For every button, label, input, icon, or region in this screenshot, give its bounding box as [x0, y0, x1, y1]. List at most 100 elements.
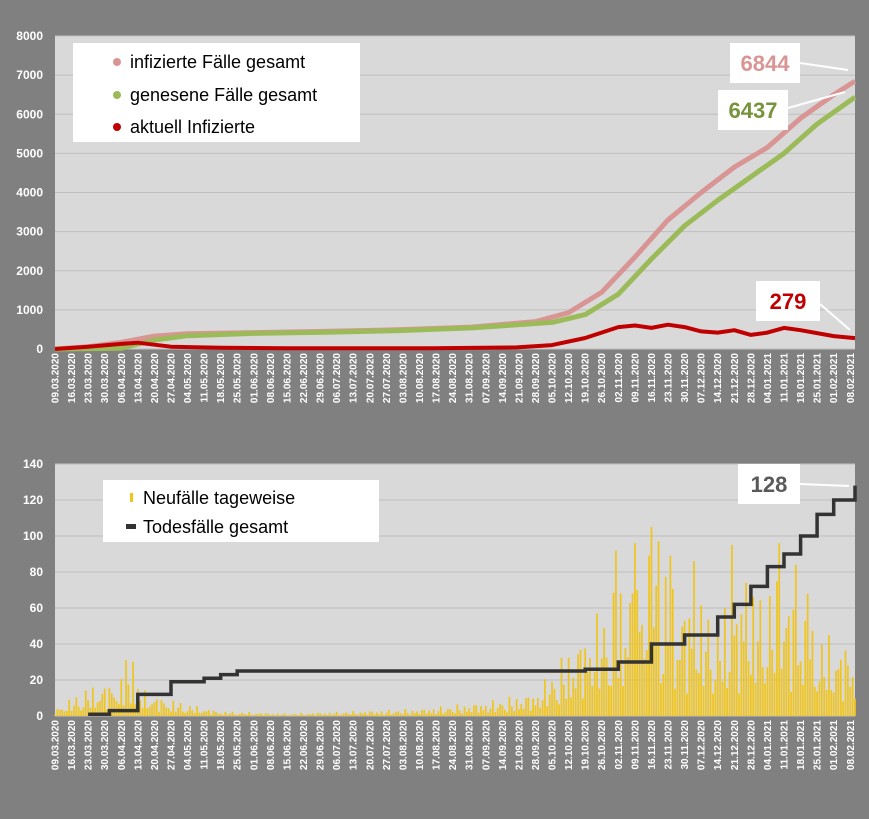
bar-neufaelle: [312, 713, 314, 716]
bottom-x-tick-label: 06.04.2020: [117, 720, 128, 770]
bar-neufaelle: [399, 713, 402, 716]
series-line-aktuell: [54, 322, 856, 351]
bottom-y-tick-label: 100: [23, 529, 43, 543]
bar-neufaelle: [451, 711, 454, 716]
bar-neufaelle: [160, 699, 163, 716]
bar-neufaelle: [520, 704, 523, 716]
bar-neufaelle: [492, 700, 494, 716]
legend-marker-todesfaelle: [126, 524, 136, 529]
bar-neufaelle: [821, 644, 823, 716]
bar-neufaelle: [191, 710, 194, 716]
bar-neufaelle: [738, 693, 740, 716]
bar-neufaelle: [198, 712, 201, 716]
bar-neufaelle: [626, 657, 629, 716]
bar-neufaelle: [506, 712, 508, 716]
bar-neufaelle: [577, 654, 579, 716]
bottom-x-tick-label: 01.02.2021: [829, 720, 840, 770]
bar-neufaelle: [99, 700, 101, 716]
bar-neufaelle: [397, 711, 400, 716]
bar-neufaelle: [364, 712, 366, 716]
bar-neufaelle: [593, 672, 596, 716]
bar-neufaelle: [115, 701, 118, 716]
bar-neufaelle: [719, 660, 721, 716]
bar-neufaelle: [366, 714, 369, 716]
bar-neufaelle: [508, 696, 511, 716]
bottom-x-tick-label: 22.06.2020: [299, 720, 310, 770]
top-y-tick-label: 8000: [16, 29, 43, 43]
bar-neufaelle: [589, 658, 591, 716]
bar-neufaelle: [828, 635, 830, 716]
bar-neufaelle: [456, 704, 459, 716]
bar-neufaelle: [697, 673, 700, 716]
top-y-axis: 0 1000 2000 3000 4000 5000 6000 7000 8000: [16, 29, 43, 356]
bar-neufaelle: [335, 711, 338, 716]
bar-neufaelle: [338, 715, 340, 716]
bar-neufaelle: [210, 714, 213, 716]
bar-neufaelle: [155, 699, 158, 716]
top-x-tick-label: 08.06.2020: [266, 353, 277, 403]
bar-neufaelle: [141, 708, 144, 716]
bar-neufaelle: [442, 713, 444, 716]
bottom-x-tick-label: 02.11.2020: [614, 720, 625, 770]
bar-neufaelle: [797, 665, 800, 716]
bar-neufaelle: [643, 659, 646, 716]
bar-neufaelle: [153, 702, 156, 716]
bottom-x-tick-label: 23.03.2020: [84, 720, 95, 770]
bar-neufaelle: [776, 581, 778, 716]
callout-box-aktuell: [756, 281, 820, 321]
bar-neufaelle: [766, 667, 769, 716]
bar-neufaelle: [281, 714, 284, 716]
bar-neufaelle: [768, 595, 771, 716]
bar-neufaelle: [551, 681, 553, 716]
legend-label-todesfaelle: Todesfälle gesamt: [143, 517, 288, 537]
bottom-x-tick-label: 20.07.2020: [365, 720, 376, 770]
bar-neufaelle: [238, 714, 241, 716]
top-x-tick-label: 05.10.2020: [548, 353, 559, 403]
bottom-x-tick-label: 30.11.2020: [680, 720, 691, 770]
top-x-tick-label: 18.05.2020: [216, 353, 227, 403]
bar-neufaelle: [487, 712, 489, 716]
bottom-x-tick-label: 14.09.2020: [498, 720, 509, 770]
bar-neufaelle: [513, 711, 515, 716]
bar-neufaelle: [574, 688, 577, 716]
callout-todesfaelle: 128: [751, 472, 788, 497]
bar-neufaelle: [752, 597, 755, 716]
top-legend-box: [73, 43, 360, 142]
bar-neufaelle: [544, 679, 546, 716]
bar-neufaelle: [132, 662, 134, 716]
bar-neufaelle: [345, 712, 347, 716]
bar-neufaelle: [184, 713, 187, 716]
bar-neufaelle: [844, 650, 847, 716]
bar-neufaelle: [73, 705, 75, 716]
bar-neufaelle: [300, 713, 302, 716]
bottom-x-tick-label: 10.08.2020: [415, 720, 426, 770]
bar-neufaelle: [475, 705, 478, 716]
bar-neufaelle: [747, 661, 750, 716]
bar-neufaelle: [368, 711, 371, 716]
bar-neufaelle: [671, 589, 674, 716]
bar-neufaelle: [555, 700, 558, 716]
series-line-infizierte: [54, 79, 857, 352]
bottom-y-tick-label: 20: [30, 673, 44, 687]
bar-neufaelle: [376, 712, 378, 716]
bar-neufaelle: [546, 706, 549, 716]
top-x-tick-label: 09.03.2020: [51, 353, 62, 403]
bottom-x-tick-label: 07.12.2020: [697, 720, 708, 770]
bottom-x-tick-label: 05.10.2020: [548, 720, 559, 770]
bar-neufaelle: [702, 685, 705, 716]
bar-neufaelle: [151, 704, 153, 716]
bottom-x-tick-label: 27.04.2020: [166, 720, 177, 770]
bar-neufaelle: [447, 709, 449, 716]
bottom-x-axis: 09.03.2020 16.03.2020 23.03.2020 30.03.2020…: [51, 720, 857, 770]
bar-neufaelle: [406, 712, 409, 716]
bar-neufaelle: [226, 714, 229, 716]
bar-neufaelle: [158, 712, 160, 716]
bottom-callouts: 128: [738, 464, 850, 504]
bar-neufaelle: [757, 641, 759, 716]
bottom-x-tick-label: 24.08.2020: [448, 720, 459, 770]
bar-neufaelle: [624, 648, 627, 716]
bar-neufaelle: [63, 711, 66, 716]
bar-neufaelle: [58, 709, 61, 716]
bar-neufaelle: [610, 686, 613, 716]
bar-neufaelle: [780, 668, 783, 716]
